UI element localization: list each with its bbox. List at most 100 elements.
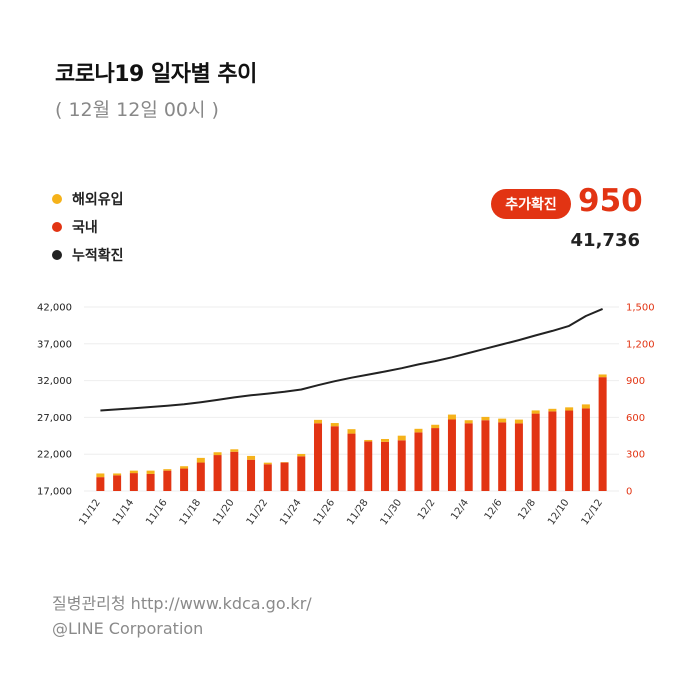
cumulative-line <box>100 307 603 412</box>
bar-imported <box>447 414 456 420</box>
bar-imported <box>163 469 172 471</box>
bar-imported <box>129 470 138 474</box>
bar-domestic <box>180 468 189 491</box>
bar-imported <box>464 420 473 424</box>
x-tick-label: 11/28 <box>345 497 371 527</box>
y-right-tick-label: 1,500 <box>626 303 655 314</box>
x-tick-label: 12/12 <box>580 497 606 527</box>
bar-imported <box>146 470 155 474</box>
bar-domestic <box>581 408 590 491</box>
bar-domestic <box>280 462 289 491</box>
y-right-tick-label: 1,200 <box>626 339 655 350</box>
x-tick-label: 12/8 <box>516 497 538 522</box>
bar-domestic <box>531 413 540 491</box>
legend-dot-imported <box>52 194 62 204</box>
bar-domestic <box>464 423 473 491</box>
legend-dot-domestic <box>52 222 62 232</box>
bar-domestic <box>263 464 272 491</box>
legend-label-domestic: 국내 <box>72 220 98 236</box>
bar-domestic <box>548 411 557 491</box>
bar-domestic <box>297 456 306 491</box>
y-left-tick-label: 17,000 <box>37 487 72 498</box>
bar-imported <box>514 419 523 424</box>
bar-imported <box>196 457 205 463</box>
bar-domestic <box>146 473 155 491</box>
bar-domestic <box>330 426 339 491</box>
total-cases-value: 41,736 <box>570 230 640 251</box>
bar-domestic <box>129 473 138 491</box>
bar-domestic <box>196 462 205 491</box>
legend-item-domestic: 국내 <box>52 213 124 241</box>
legend-item-imported: 해외유입 <box>52 185 124 213</box>
bar-domestic <box>498 422 507 491</box>
legend-dot-cumulative <box>52 250 62 260</box>
legend-label-cumulative: 누적확진 <box>72 248 124 264</box>
bar-imported <box>230 449 239 452</box>
y-right-tick-label: 300 <box>626 450 645 461</box>
x-tick-label: 11/30 <box>379 497 405 527</box>
bar-domestic <box>514 423 523 491</box>
bar-domestic <box>247 459 256 491</box>
bar-domestic <box>163 470 172 491</box>
bar-imported <box>481 416 490 421</box>
bar-domestic <box>113 475 122 491</box>
bar-domestic <box>213 455 222 491</box>
x-tick-label: 11/18 <box>178 497 204 527</box>
x-tick-label: 11/16 <box>144 497 170 527</box>
bar-imported <box>364 439 373 442</box>
x-tick-label: 12/4 <box>449 497 471 522</box>
bar-imported <box>247 455 256 460</box>
bar-imported <box>548 408 557 412</box>
x-tick-label: 11/14 <box>111 497 137 527</box>
bar-imported <box>113 473 122 476</box>
bar-imported <box>498 418 507 423</box>
bar-imported <box>96 473 105 478</box>
bar-imported <box>314 419 323 424</box>
y-left-tick-label: 22,000 <box>37 450 72 461</box>
bar-domestic <box>230 451 239 491</box>
bar-domestic <box>414 432 423 491</box>
bar-domestic <box>447 419 456 491</box>
bar-domestic <box>380 441 389 491</box>
bar-imported <box>431 424 440 429</box>
bar-domestic <box>598 377 607 491</box>
bar-imported <box>598 374 607 378</box>
credit-text: @LINE Corporation <box>52 619 204 638</box>
bar-imported <box>531 410 540 414</box>
y-right-tick-label: 900 <box>626 376 645 387</box>
bar-imported <box>397 435 406 441</box>
bar-imported <box>297 453 306 457</box>
bar-domestic <box>347 433 356 491</box>
bar-domestic <box>314 423 323 491</box>
added-cases-value: 950 <box>578 183 643 219</box>
y-left-tick-label: 42,000 <box>37 303 72 314</box>
legend-label-imported: 해외유입 <box>72 192 124 208</box>
bar-imported <box>180 466 189 469</box>
bar-domestic <box>96 477 105 491</box>
y-right-tick-label: 600 <box>626 413 645 424</box>
bar-imported <box>213 452 222 456</box>
bar-imported <box>380 438 389 442</box>
x-tick-label: 11/26 <box>312 497 338 527</box>
bar-imported <box>414 428 423 433</box>
x-tick-label: 12/2 <box>416 497 438 522</box>
x-tick-label: 12/10 <box>546 497 572 527</box>
legend: 해외유입 국내 누적확진 <box>52 185 124 269</box>
bar-imported <box>565 407 574 411</box>
bar-domestic <box>364 441 373 491</box>
x-tick-label: 11/12 <box>77 497 103 527</box>
x-tick-label: 11/22 <box>245 497 271 527</box>
bar-domestic <box>565 410 574 491</box>
y-right-tick-label: 0 <box>626 487 632 498</box>
bar-imported <box>330 423 339 427</box>
bar-imported <box>581 404 590 409</box>
bar-domestic <box>431 428 440 491</box>
y-left-tick-label: 32,000 <box>37 376 72 387</box>
chart-subtitle: ( 12월 12일 00시 ) <box>55 99 219 121</box>
bar-domestic <box>481 420 490 491</box>
legend-item-cumulative: 누적확진 <box>52 241 124 269</box>
y-left-tick-label: 27,000 <box>37 413 72 424</box>
bar-domestic <box>397 440 406 491</box>
x-tick-label: 11/20 <box>211 497 237 527</box>
